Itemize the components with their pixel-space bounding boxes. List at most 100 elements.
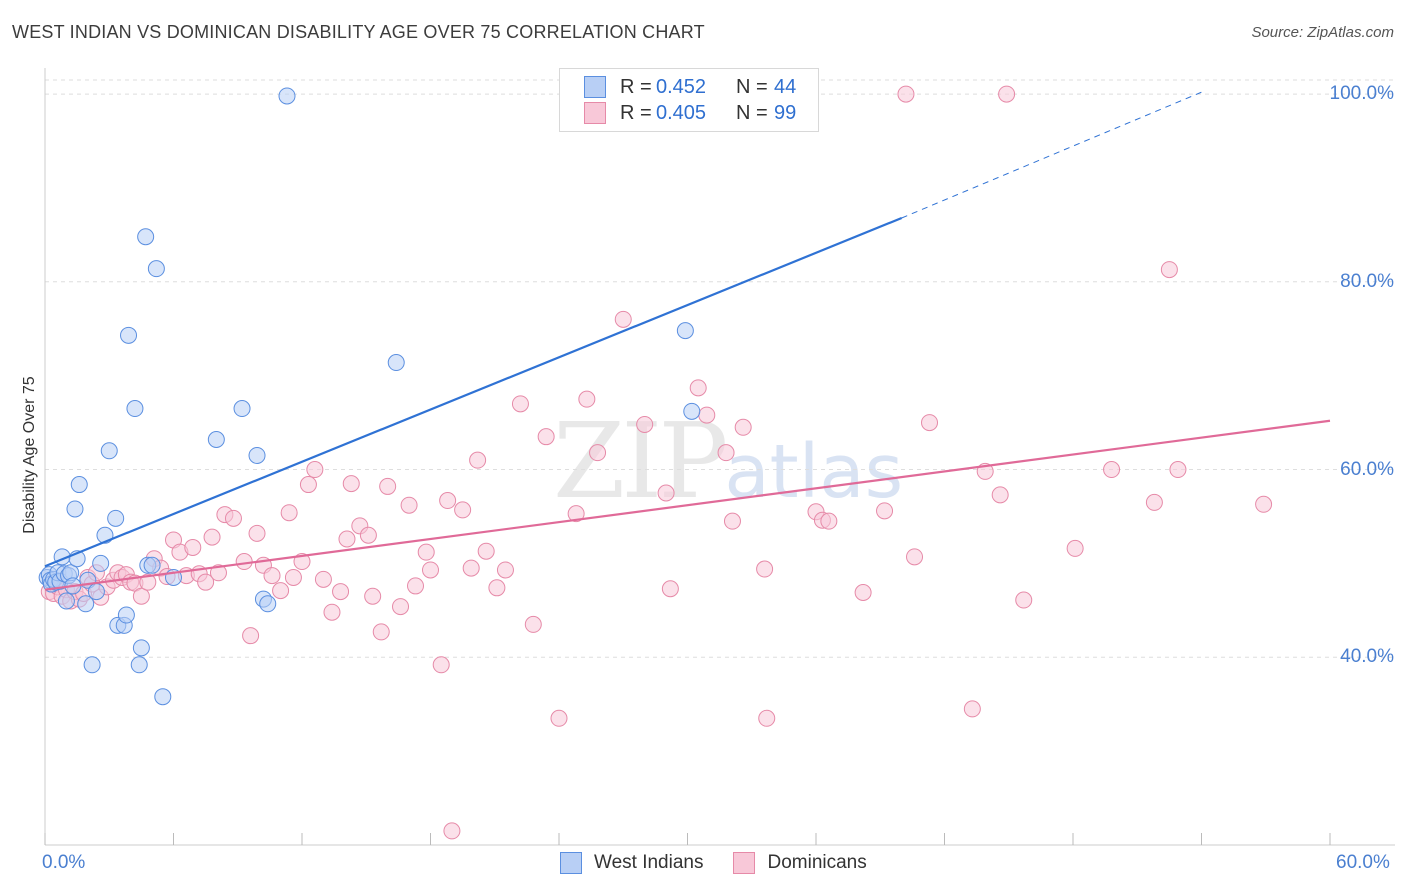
- dominicans-point: [698, 406, 716, 424]
- dominicans-point: [1169, 461, 1187, 479]
- legend-r-label: R =: [620, 101, 652, 124]
- dominicans-point: [1255, 495, 1273, 513]
- dominicans-point: [636, 415, 654, 433]
- west-indians-point: [70, 476, 88, 494]
- dominicans-point: [511, 395, 529, 413]
- dominicans-point: [657, 484, 675, 502]
- dominicans-point: [963, 700, 981, 718]
- west-indians-point: [137, 228, 155, 246]
- dominicans-point: [906, 548, 924, 566]
- legend-item-west-indians[interactable]: West Indians: [560, 852, 703, 874]
- dominicans-point: [272, 582, 290, 600]
- dominicans-point: [578, 390, 596, 408]
- west-indians-point: [207, 431, 225, 449]
- dominicans-point: [1160, 261, 1178, 279]
- west-indians-point: [107, 509, 125, 527]
- west-indians-point: [233, 400, 251, 418]
- dominicans-point: [876, 502, 894, 520]
- dominicans-point: [342, 475, 360, 493]
- legend-item-dominicans[interactable]: Dominicans: [733, 852, 867, 874]
- west-indians-point: [676, 322, 694, 340]
- legend-n-label: N =: [736, 101, 768, 124]
- dominicans-point: [280, 504, 298, 522]
- dominicans-point: [132, 587, 150, 605]
- dominicans-point: [897, 85, 915, 103]
- dominicans-point: [306, 461, 324, 479]
- dominicans-point: [689, 379, 707, 397]
- dominicans-point: [1015, 591, 1033, 609]
- dominicans-point: [299, 476, 317, 494]
- west-indians-point: [132, 639, 150, 657]
- dominicans-point: [758, 709, 776, 727]
- dominicans-point: [488, 579, 506, 597]
- legend-r-label: R =: [620, 75, 652, 98]
- legend-row-west-indians: R = 0.452 N = 44: [584, 74, 796, 100]
- legend-r-value: 0.405: [656, 101, 707, 124]
- dominicans-point: [734, 418, 752, 436]
- west-indians-point: [248, 446, 266, 464]
- dominicans-point: [717, 444, 735, 462]
- series-legend: West Indians Dominicans: [560, 852, 897, 874]
- dominicans-point: [400, 496, 418, 514]
- dominicans-point: [364, 587, 382, 605]
- dominicans-point: [477, 542, 495, 560]
- dominicans-point: [661, 580, 679, 598]
- west-indians-point: [66, 500, 84, 518]
- x-tick-label-max: 60.0%: [1336, 852, 1390, 873]
- dominicans-point: [443, 822, 461, 840]
- legend-r-value: 0.452: [656, 75, 707, 98]
- dominicans-point: [550, 709, 568, 727]
- dominicans-point: [248, 524, 266, 542]
- dominicans-point: [332, 583, 350, 601]
- dominicans-point: [407, 577, 425, 595]
- dominicans-point: [314, 570, 332, 588]
- dominicans-point: [462, 559, 480, 577]
- legend-swatch-blue: [584, 76, 606, 98]
- dominicans-point: [338, 530, 356, 548]
- grid-lines: [45, 79, 1395, 658]
- dominicans-trend-line: [44, 419, 1331, 591]
- west-indians-point: [683, 402, 701, 420]
- dominicans-point: [197, 573, 215, 591]
- x-tick-label-min: 0.0%: [42, 852, 86, 873]
- west-indians-point: [57, 592, 75, 610]
- dominicans-point: [1103, 461, 1121, 479]
- dominicans-point: [417, 543, 435, 561]
- legend-label-dominicans: Dominicans: [767, 852, 867, 873]
- axes: [44, 68, 1395, 846]
- dominicans-point: [454, 501, 472, 519]
- dominicans-point: [614, 310, 632, 328]
- legend-n-label: N =: [736, 75, 768, 98]
- dominicans-point: [203, 528, 221, 546]
- dominicans-point: [209, 564, 227, 582]
- dominicans-point: [820, 512, 838, 530]
- dominicans-point: [723, 512, 741, 530]
- dominicans-point: [263, 567, 281, 585]
- dominicans-point: [496, 561, 514, 579]
- west-indians-point: [77, 595, 95, 613]
- west-indians-point: [117, 606, 135, 624]
- legend-swatch-blue: [560, 852, 582, 874]
- dominicans-point: [439, 492, 457, 510]
- dominicans-point: [524, 615, 542, 633]
- y-tick-label: 40.0%: [1340, 646, 1394, 668]
- dominicans-point: [991, 486, 1009, 504]
- west-indians-trend-line: [44, 216, 903, 568]
- dominicans-point: [756, 560, 774, 578]
- y-tick-label: 60.0%: [1340, 458, 1394, 480]
- legend-label-west-indians: West Indians: [594, 852, 704, 873]
- dominicans-point: [235, 553, 253, 571]
- west-indians-point: [147, 260, 165, 278]
- dominicans-point: [184, 538, 202, 556]
- dominicans-point: [379, 477, 397, 495]
- dominicans-point: [323, 603, 341, 621]
- chart-title: WEST INDIAN VS DOMINICAN DISABILITY AGE …: [12, 22, 705, 42]
- dominicans-points: [40, 85, 1273, 840]
- legend-row-dominicans: R = 0.405 N = 99: [584, 100, 796, 126]
- dominicans-point: [1066, 539, 1084, 557]
- y-tick-label: 80.0%: [1340, 270, 1394, 292]
- dominicans-point: [921, 414, 939, 432]
- west-indians-point: [100, 442, 118, 460]
- dominicans-point: [589, 444, 607, 462]
